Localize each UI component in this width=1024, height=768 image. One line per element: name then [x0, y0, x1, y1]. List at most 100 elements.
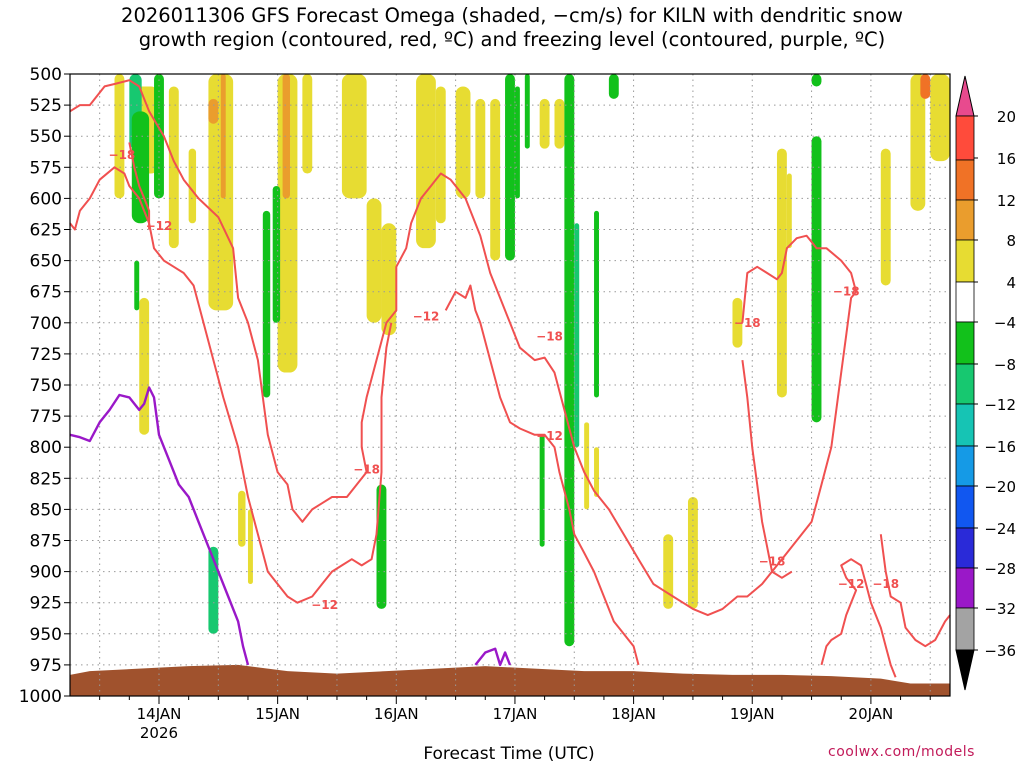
omega-cell — [262, 210, 271, 398]
colorbar-segment — [955, 527, 975, 569]
omega-cell — [811, 74, 822, 87]
contour-label: −12 — [413, 310, 440, 324]
omega-shading-layer — [114, 74, 950, 647]
credit-text: coolwx.com/models — [828, 744, 975, 760]
y-tick-label: 650 — [30, 252, 62, 272]
y-tick-label: 950 — [30, 625, 62, 645]
omega-cell — [247, 509, 253, 585]
omega-cell — [490, 98, 501, 261]
omega-cell — [880, 148, 891, 286]
colorbar-label: −36 — [984, 642, 1016, 660]
dgz-contour-line — [741, 359, 793, 579]
y-tick-label: 500 — [30, 65, 62, 85]
y-tick-label: 700 — [30, 314, 62, 334]
colorbar-label: 4 — [1006, 274, 1016, 292]
omega-cell — [524, 74, 530, 149]
colorbar-bottom-arrow — [955, 649, 975, 691]
dgz-contour-line — [879, 534, 951, 648]
colorbar-segment — [955, 485, 975, 529]
colorbar-label: 20 — [997, 108, 1016, 126]
contour-label: −18 — [353, 463, 380, 477]
colorbar-segment — [955, 321, 975, 365]
omega-cell — [663, 534, 674, 609]
omega-cell — [139, 297, 150, 435]
omega-cell — [381, 223, 397, 336]
contour-label: −18 — [759, 555, 786, 569]
x-tick-label: 19JAN — [730, 705, 775, 723]
x-tick-label: 17JAN — [493, 705, 538, 723]
dgz-contour-line — [69, 166, 393, 604]
colorbar-label: 16 — [997, 150, 1016, 168]
omega-cell — [341, 74, 367, 199]
omega-cell — [910, 74, 926, 211]
omega-cell — [930, 74, 950, 162]
terrain-fill — [70, 664, 950, 696]
y-tick-label: 775 — [30, 407, 62, 427]
omega-cell — [475, 98, 486, 199]
y-tick-label: 625 — [30, 221, 62, 241]
omega-cell — [366, 198, 382, 323]
dgz-contour-line — [444, 284, 640, 666]
colorbar-segment — [955, 445, 975, 487]
omega-cell — [238, 490, 246, 547]
omega-cell — [455, 86, 471, 199]
colorbar-segment — [955, 363, 975, 405]
y-tick-label: 975 — [30, 656, 62, 676]
contour-label: −18 — [536, 329, 563, 343]
x-tick-sublabel: 2026 — [140, 724, 178, 742]
omega-cell — [594, 210, 599, 398]
y-tick-label: 1000 — [19, 687, 62, 707]
omega-cell — [594, 447, 599, 497]
colorbar-segment — [955, 607, 975, 651]
x-tick-label: 14JAN — [137, 705, 182, 723]
contour-label-layer: −18 −12 −18 −12 −12 −18 −12 −18 −18 −18 −12 −18 — [109, 148, 900, 612]
omega-cell — [574, 223, 580, 448]
omega-cell — [920, 74, 931, 99]
omega-cell — [514, 86, 520, 199]
colorbar-segment — [955, 281, 975, 323]
grid-layer — [70, 74, 950, 696]
omega-cell — [114, 74, 125, 199]
y-axis: 500 525 550 575 600 625 650 675 700 725 750 775 800 8… — [19, 65, 70, 707]
colorbar-segment — [955, 199, 975, 241]
omega-cell — [272, 185, 281, 323]
omega-cell — [134, 260, 140, 311]
y-tick-label: 750 — [30, 376, 62, 396]
contour-layer — [69, 79, 951, 678]
y-tick-label: 875 — [30, 532, 62, 552]
y-tick-label: 725 — [30, 345, 62, 365]
colorbar-label: −8 — [994, 356, 1016, 374]
y-tick-label: 925 — [30, 594, 62, 614]
dgz-contour-line — [820, 558, 897, 678]
x-axis-title: Forecast Time (UTC) — [423, 744, 595, 764]
colorbar-label: −16 — [984, 438, 1016, 456]
colorbar-label: −24 — [984, 520, 1016, 538]
colorbar-label: −20 — [984, 478, 1016, 496]
omega-cell — [188, 148, 197, 224]
contour-label: −18 — [833, 285, 860, 299]
terrain-layer — [70, 664, 950, 696]
chart-title-line2: growth region (contoured, red, ºC) and f… — [138, 28, 886, 51]
contour-label: −12 — [536, 429, 563, 443]
omega-cell — [302, 74, 313, 174]
chart-title-line1: 2026011306 GFS Forecast Omega (shaded, −… — [121, 4, 903, 27]
omega-cell — [282, 74, 290, 199]
colorbar-label: −28 — [984, 560, 1016, 578]
omega-cell — [584, 422, 590, 510]
y-tick-label: 850 — [30, 500, 62, 520]
colorbar-segment — [955, 159, 975, 201]
x-tick-label: 15JAN — [255, 705, 300, 723]
colorbar-label: −4 — [994, 314, 1016, 332]
contour-label: −12 — [838, 577, 865, 591]
freezing-level-contour — [69, 386, 250, 666]
y-tick-label: 900 — [30, 563, 62, 583]
colorbar-segment — [955, 403, 975, 447]
omega-cell — [416, 74, 436, 249]
colorbar-segment — [955, 567, 975, 609]
contour-label: −12 — [311, 598, 338, 612]
contour-label: −18 — [109, 148, 136, 162]
colorbar-label: −32 — [984, 600, 1016, 618]
omega-cell — [564, 74, 575, 647]
y-tick-label: 525 — [30, 96, 62, 116]
